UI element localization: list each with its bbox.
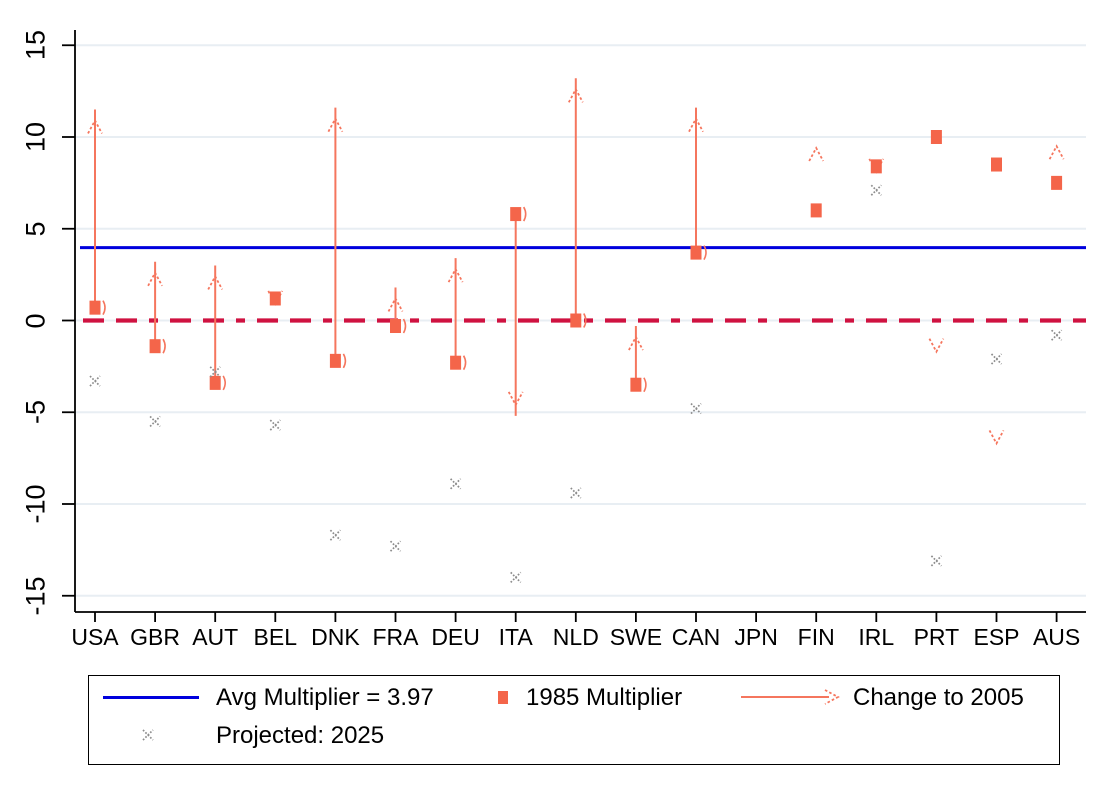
arrow-base-DEU bbox=[462, 355, 467, 371]
x2025-marker-AUT bbox=[209, 366, 221, 378]
x-axis-label-PRT: PRT bbox=[913, 624, 960, 650]
x2025-marker-DEU bbox=[449, 478, 462, 490]
x-axis-label-ESP: ESP bbox=[973, 624, 1020, 650]
arrow-head-DNK bbox=[327, 116, 344, 133]
x2025-marker-CAN bbox=[690, 402, 702, 415]
y-axis-label: 10 bbox=[20, 121, 51, 153]
square-marker-IRL bbox=[870, 159, 882, 174]
x2025-marker-DNK bbox=[329, 529, 342, 541]
x2025-marker-PRT bbox=[930, 555, 943, 567]
x-axis-label-NLD: NLD bbox=[552, 624, 599, 650]
x-axis-label-AUT: AUT bbox=[192, 624, 239, 650]
arrow-head-GBR bbox=[147, 270, 163, 287]
legend-change-label: Change to 2005 bbox=[853, 684, 1024, 711]
x2025-marker-BEL bbox=[269, 419, 281, 431]
x2025-marker-FRA bbox=[389, 540, 402, 552]
x-axis-label-IRL: IRL bbox=[858, 624, 895, 650]
y-axis-label: 0 bbox=[20, 312, 51, 329]
y-axis-label: -15 bbox=[20, 576, 51, 616]
arrow-head-DEU bbox=[447, 267, 464, 283]
legend-avg-line-sample bbox=[103, 696, 199, 699]
y-axis-label: 5 bbox=[20, 221, 51, 237]
legend-square-sample bbox=[498, 691, 508, 704]
square-marker-CAN bbox=[690, 245, 702, 260]
legend-projected-label: Projected: 2025 bbox=[216, 722, 385, 749]
arrow-base-AUT bbox=[222, 375, 226, 391]
x2025-marker-GBR bbox=[149, 415, 161, 428]
arrow-head-FIN bbox=[808, 146, 824, 162]
square-marker-NLD bbox=[570, 313, 582, 328]
y-axis-label: -10 bbox=[20, 484, 51, 524]
square-marker-AUT bbox=[209, 375, 221, 390]
arrow-base-SWE bbox=[643, 377, 647, 393]
arrow-base-NLD bbox=[583, 313, 587, 328]
arrow-head-ESP bbox=[988, 430, 1005, 446]
square-marker-SWE bbox=[630, 377, 642, 392]
arrow-head-FRA bbox=[387, 296, 404, 312]
arrow-base-DNK bbox=[342, 353, 347, 369]
x-axis-label-FIN: FIN bbox=[797, 624, 835, 650]
square-marker-GBR bbox=[149, 339, 161, 354]
arrow-base-USA bbox=[102, 300, 106, 316]
x2025-marker-NLD bbox=[570, 487, 582, 499]
arrow-head-SWE bbox=[628, 335, 644, 351]
x-axis-label-DEU: DEU bbox=[431, 624, 480, 650]
arrow-head-AUT bbox=[207, 274, 223, 290]
square-marker-AUS bbox=[1051, 175, 1063, 190]
x-axis-label-SWE: SWE bbox=[609, 624, 663, 650]
x-axis-label-GBR: GBR bbox=[130, 624, 181, 650]
arrow-head-CAN bbox=[688, 116, 704, 133]
x-axis-label-CAN: CAN bbox=[671, 624, 721, 650]
x-axis-label-USA: USA bbox=[71, 624, 119, 650]
arrow-base-CAN bbox=[703, 245, 707, 261]
x-axis-label-DNK: DNK bbox=[311, 624, 360, 650]
x-axis-label-JPN: JPN bbox=[734, 624, 778, 650]
square-marker-ITA bbox=[510, 207, 522, 222]
square-marker-FRA bbox=[390, 319, 401, 334]
arrow-head-NLD bbox=[568, 87, 584, 103]
y-axis-label: -5 bbox=[20, 400, 51, 425]
legend-box: Avg Multiplier = 3.97 1985 Multiplier Ch… bbox=[88, 675, 1060, 765]
x2025-marker-IRL bbox=[870, 184, 882, 196]
square-marker-DEU bbox=[450, 355, 462, 370]
legend-x-marker-sample bbox=[142, 729, 154, 741]
square-marker-USA bbox=[89, 300, 101, 315]
x2025-marker-AUS bbox=[1050, 329, 1063, 341]
square-marker-FIN bbox=[810, 203, 822, 218]
arrow-base-FRA bbox=[402, 318, 407, 334]
x-axis-label-ITA: ITA bbox=[498, 624, 533, 650]
arrow-base-ITA bbox=[522, 206, 527, 222]
x2025-marker-ITA bbox=[510, 571, 522, 584]
arrow-base-GBR bbox=[162, 338, 166, 354]
legend-1985-label: 1985 Multiplier bbox=[526, 684, 683, 711]
square-marker-PRT bbox=[930, 130, 942, 144]
arrow-head-AUS bbox=[1048, 144, 1065, 160]
x-axis-label-FRA: FRA bbox=[372, 624, 419, 650]
legend-avg-label: Avg Multiplier = 3.97 bbox=[216, 684, 434, 711]
square-marker-DNK bbox=[329, 353, 341, 368]
x-axis-label-BEL: BEL bbox=[253, 624, 298, 650]
legend-arrow-sample bbox=[741, 689, 840, 705]
x-axis-label-AUS: AUS bbox=[1032, 624, 1081, 650]
arrow-head-ITA bbox=[507, 391, 524, 407]
square-marker-ESP bbox=[991, 157, 1002, 172]
y-axis-label: 15 bbox=[20, 30, 51, 61]
x2025-marker-ESP bbox=[990, 353, 1003, 365]
square-marker-BEL bbox=[269, 291, 281, 306]
x2025-marker-USA bbox=[89, 375, 101, 387]
arrow-head-USA bbox=[87, 118, 103, 134]
arrow-head-PRT bbox=[928, 338, 945, 354]
